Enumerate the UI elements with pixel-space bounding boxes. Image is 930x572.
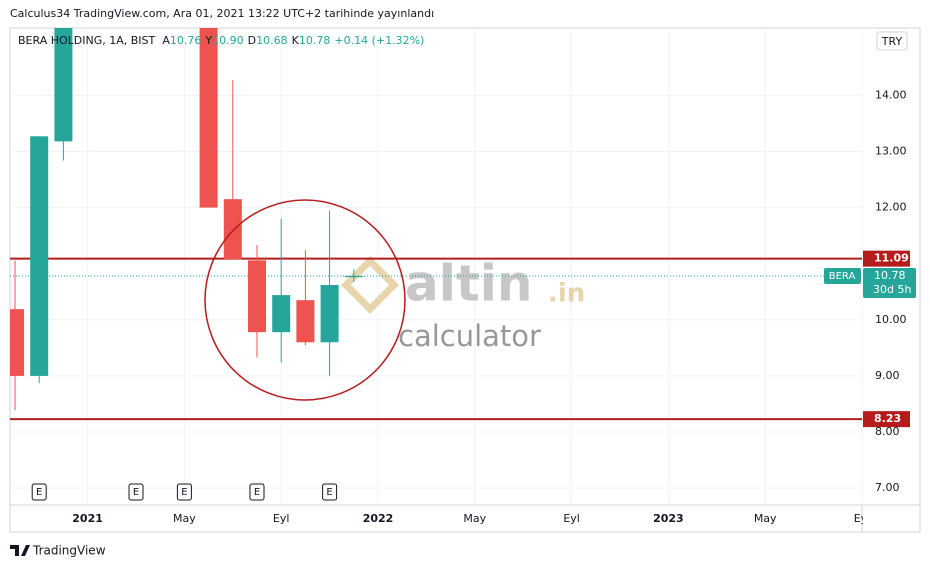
y-tick-label: 7.00 [875, 481, 900, 494]
y-tick-label: 8.00 [875, 425, 900, 438]
y-tick-label: 14.00 [875, 88, 907, 101]
candle-body [248, 260, 266, 333]
candle-body [296, 300, 315, 343]
x-tick-label: May [463, 512, 486, 525]
level-label-box [863, 411, 910, 428]
event-marker[interactable] [128, 483, 144, 501]
change: +0.14 (+1.32%) [334, 34, 424, 47]
frame [9, 27, 921, 533]
candle-body [320, 285, 339, 343]
event-label: E [326, 487, 332, 498]
candle-body [223, 199, 242, 260]
x-tick-label: Eyl [273, 512, 290, 525]
currency-box [876, 31, 908, 51]
symbol-info: BERA HOLDING, 1A, BIST [18, 34, 156, 47]
last-price-box [863, 268, 916, 299]
candle-body [30, 136, 49, 376]
grid [10, 28, 863, 505]
event-label: E [254, 487, 260, 498]
axis-corner [863, 506, 919, 531]
footer-logo [10, 545, 30, 556]
event-marker[interactable] [31, 483, 47, 501]
event-marker[interactable] [322, 483, 338, 501]
level-label-box [863, 250, 910, 267]
x-tick-label: Eyl [563, 512, 580, 525]
ohlc-value: 10.68 [256, 34, 288, 47]
x-tick-label: May [754, 512, 777, 525]
event-label: E [181, 487, 187, 498]
level-label: 8.23 [874, 412, 901, 425]
candle-body [54, 28, 73, 142]
candle-body [10, 309, 24, 376]
event-label: E [133, 487, 139, 498]
ohlc-label: A [162, 34, 170, 47]
symbol-legend: BERA HOLDING, 1A, BIST A10.76 Y10.90 D10.68… [18, 34, 424, 47]
watermark-logo [341, 256, 399, 314]
candle-body [199, 28, 218, 208]
x-tick-label: 2023 [653, 512, 684, 525]
level-label: 11.09 [874, 252, 909, 265]
x-tick-label: 2022 [363, 512, 394, 525]
event-marker[interactable] [176, 483, 192, 501]
ohlc-value: 10.78 [299, 34, 331, 47]
ohlc-label: K [292, 34, 300, 47]
ohlc-value: 10.76 [170, 34, 202, 47]
symbol-box [824, 268, 861, 285]
watermark-subtitle: calculator [398, 319, 541, 353]
x-tick-label: 2021 [72, 512, 103, 525]
candle-body [272, 295, 291, 333]
y-tick-label: 13.00 [875, 144, 907, 157]
watermark-domain: .in [548, 279, 585, 309]
event-marker[interactable] [249, 483, 265, 501]
y-tick-label: 10.00 [875, 313, 907, 326]
ohlc-label: D [248, 34, 256, 47]
symbol-label: BERA [829, 271, 856, 282]
footer: TradingView [10, 544, 106, 558]
y-tick-label: 12.00 [875, 201, 907, 214]
footer-text: TradingView [32, 544, 106, 558]
plot [10, 28, 862, 421]
countdown: 30d 5h [873, 283, 911, 296]
watermark-brand: altin [405, 255, 533, 313]
candle-body [344, 276, 363, 278]
ohlc-label: Y [204, 34, 212, 47]
last-price-label: 10.78 [874, 269, 906, 282]
watermark: altin .in calculator [341, 255, 585, 353]
x-tick-label: May [173, 512, 196, 525]
publish-info: Calculus34 TradingView.com, Ara 01, 2021… [10, 7, 434, 20]
currency: TRY [881, 35, 903, 48]
annotation-circle [204, 199, 406, 401]
event-label: E [36, 487, 42, 498]
ohlc-value: 10.90 [212, 34, 244, 47]
y-tick-label: 9.00 [875, 369, 900, 382]
